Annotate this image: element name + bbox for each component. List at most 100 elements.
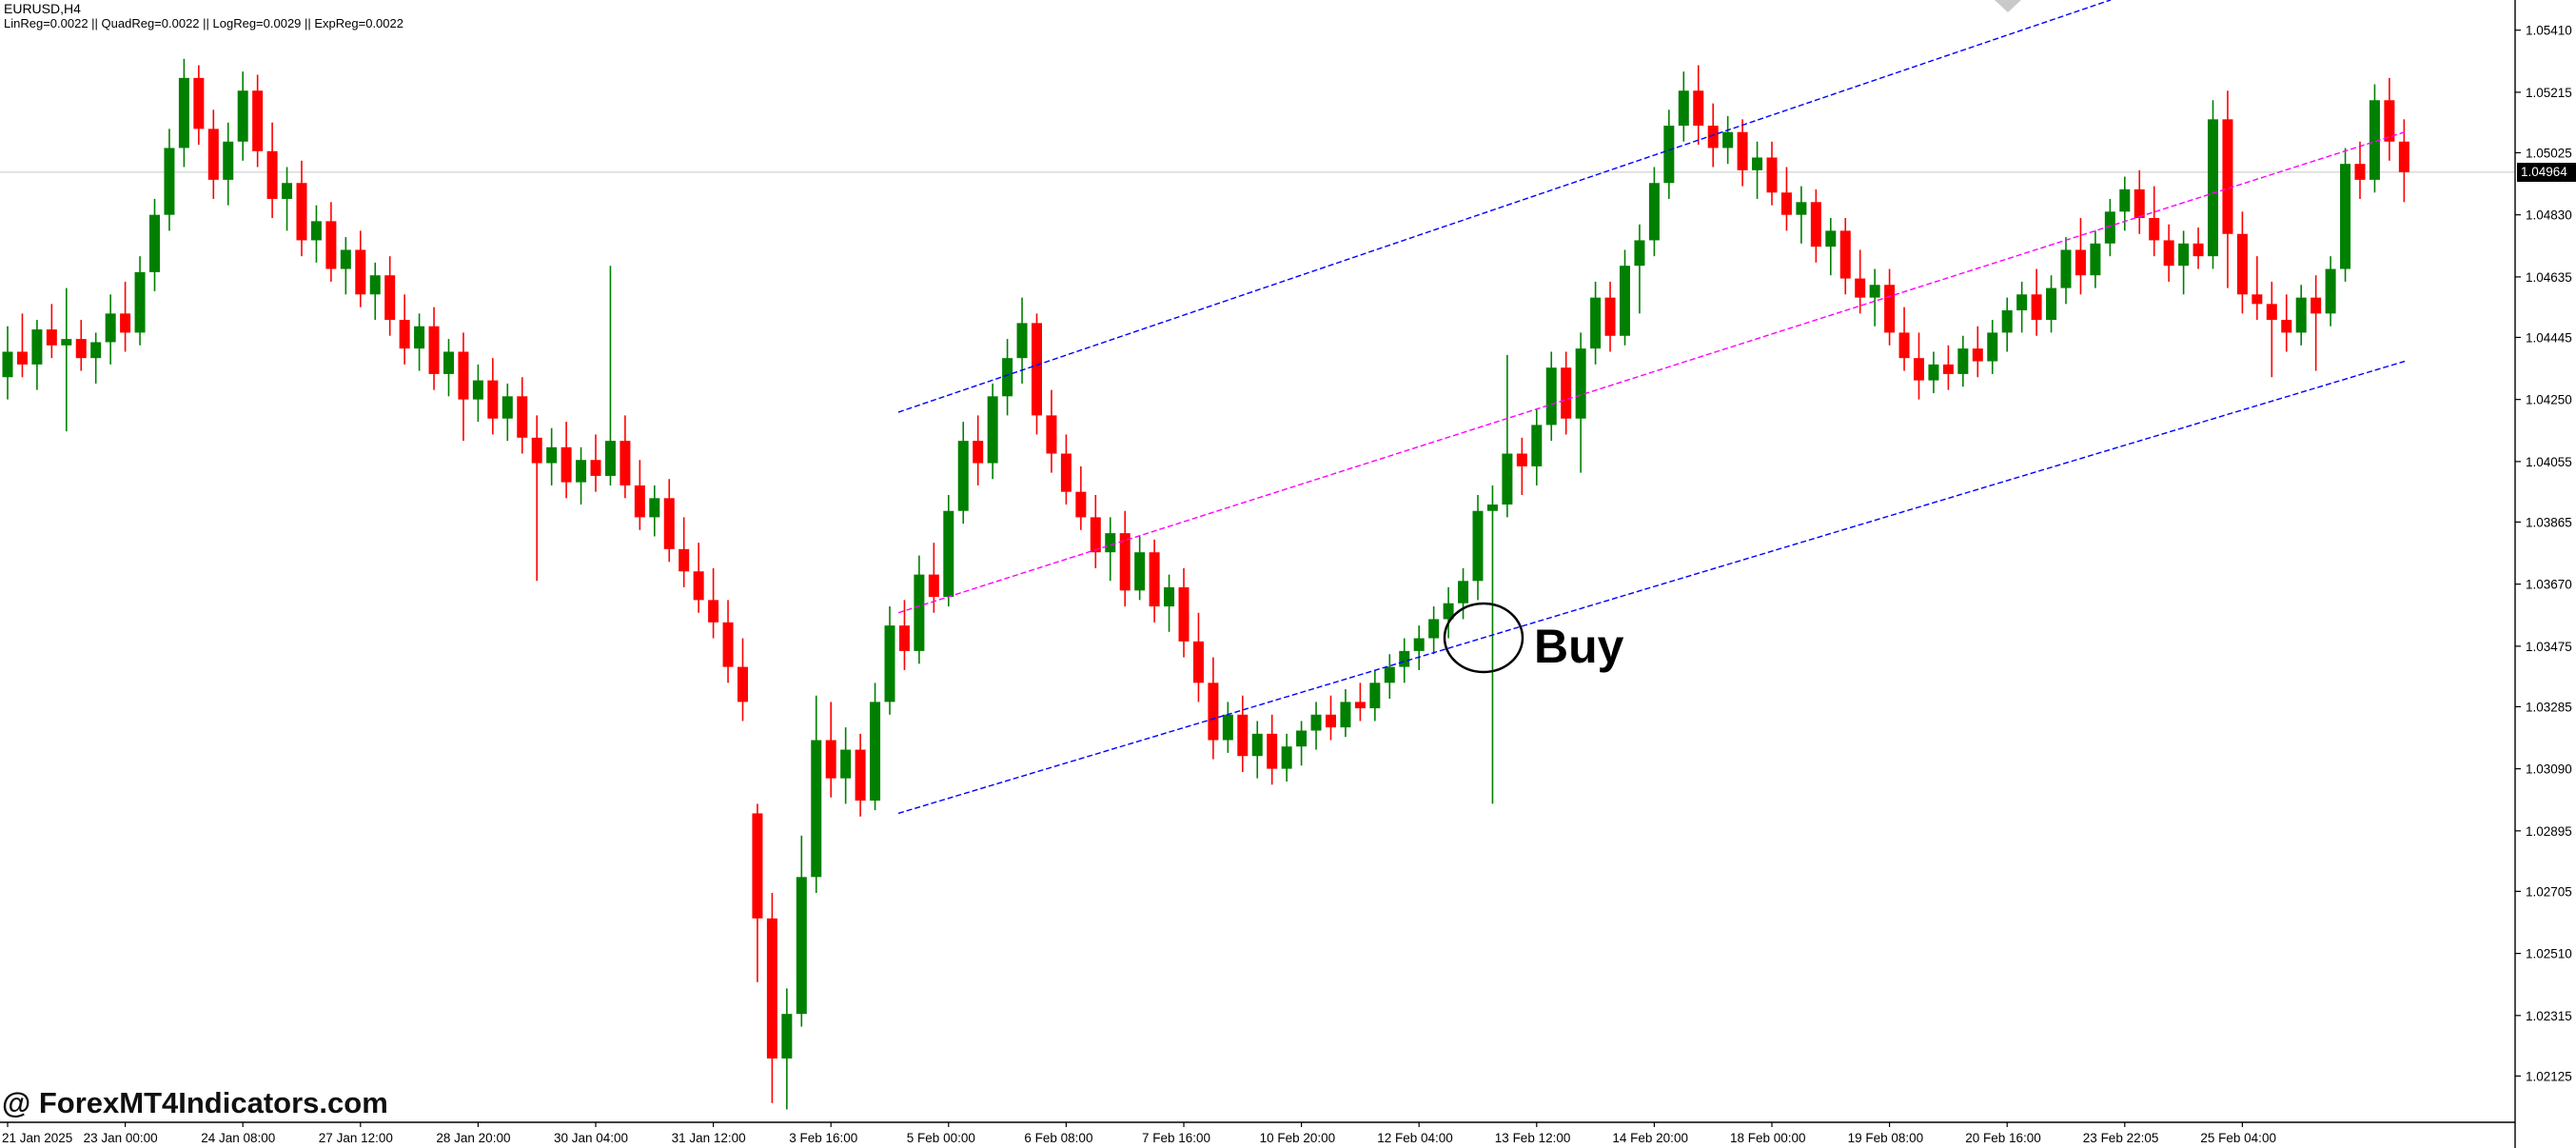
- median-regression-line[interactable]: [897, 131, 2406, 614]
- candle: [649, 485, 660, 537]
- candle-body: [649, 498, 660, 518]
- candle: [870, 683, 881, 811]
- candle: [1722, 116, 1734, 165]
- candle-body: [46, 329, 57, 346]
- buy-signal-circle[interactable]: [1443, 602, 1524, 674]
- candle-body: [708, 600, 719, 623]
- candle-body: [1251, 733, 1263, 757]
- symbol-period-label: EURUSD,H4: [4, 1, 81, 16]
- candle-body: [355, 249, 366, 295]
- candle-body: [1149, 552, 1160, 607]
- time-axis-label: 6 Feb 08:00: [1024, 1131, 1092, 1145]
- candle: [1620, 249, 1630, 346]
- candle-body: [1648, 183, 1660, 241]
- candle: [384, 256, 396, 336]
- candle: [266, 122, 278, 219]
- candle-body: [825, 740, 836, 779]
- candle-body: [75, 339, 87, 359]
- upper-regression-channel[interactable]: [897, 0, 2112, 413]
- candle-body: [1987, 332, 1998, 362]
- candle-body: [1634, 240, 1645, 267]
- candle: [1780, 167, 1792, 231]
- candle-body: [1590, 297, 1602, 349]
- candle: [1987, 320, 1998, 374]
- candle: [1281, 733, 1292, 782]
- candle-body: [1134, 552, 1146, 591]
- time-axis-label: 28 Jan 20:00: [436, 1131, 510, 1145]
- candle: [16, 313, 28, 378]
- price-axis-label: 1.05215: [2526, 86, 2572, 100]
- cursor-diamond-icon: [1995, 0, 2021, 12]
- candle-body: [223, 141, 234, 180]
- candle-body: [2090, 243, 2101, 276]
- candle-body: [2311, 297, 2322, 314]
- candle-body: [31, 329, 43, 365]
- candle: [2354, 141, 2366, 199]
- candle-body: [237, 90, 248, 142]
- candle-body: [1928, 364, 1939, 381]
- candle-body: [517, 396, 528, 438]
- candle-body: [752, 813, 763, 919]
- buy-signal-label[interactable]: Buy: [1534, 620, 1624, 673]
- candle: [2163, 224, 2174, 282]
- candle-body: [1796, 202, 1807, 215]
- candle-body: [1178, 586, 1190, 642]
- candle-body: [781, 1014, 793, 1059]
- price-axis-label: 1.02895: [2526, 824, 2572, 839]
- candle-body: [1502, 453, 1513, 505]
- time-axis-label: 19 Feb 08:00: [1848, 1131, 1924, 1145]
- candle-body: [722, 622, 734, 667]
- candle-body: [914, 574, 925, 651]
- candle: [2208, 100, 2218, 269]
- candle: [1502, 354, 1513, 518]
- candle-body: [1884, 285, 1896, 333]
- candle: [796, 835, 807, 1027]
- candle: [2252, 256, 2263, 321]
- lower-regression-channel[interactable]: [897, 360, 2406, 815]
- candle: [369, 262, 381, 321]
- price-axis-label: 1.04445: [2526, 330, 2572, 345]
- candle-body: [399, 320, 410, 349]
- candle: [1296, 721, 1308, 766]
- candle: [1472, 494, 1484, 601]
- candle: [1399, 638, 1410, 683]
- candle: [590, 434, 601, 492]
- candle-body: [1545, 367, 1557, 426]
- candle: [1752, 141, 1763, 199]
- candle: [1590, 281, 1602, 365]
- candle: [2104, 198, 2115, 257]
- chart-header: EURUSD,H4 LinReg=0.0022 || QuadReg=0.002…: [4, 1, 403, 31]
- candle-body: [266, 150, 278, 199]
- candle: [1354, 683, 1366, 722]
- candle-body: [1237, 714, 1249, 757]
- price-axis-label: 1.02705: [2526, 884, 2572, 899]
- candle: [501, 383, 513, 442]
- candle-body: [546, 446, 558, 464]
- candle-body: [1384, 666, 1395, 683]
- candle-body: [1693, 90, 1704, 127]
- candle-body: [1192, 641, 1204, 683]
- candle: [1545, 351, 1557, 442]
- candle: [223, 122, 234, 206]
- candle-body: [1002, 358, 1013, 397]
- candle: [957, 422, 969, 525]
- candle-body: [1075, 491, 1087, 518]
- candle: [737, 638, 748, 722]
- candle-body: [501, 396, 513, 419]
- candle: [1972, 326, 1983, 378]
- candle: [149, 198, 160, 291]
- candle: [840, 727, 852, 804]
- candle: [1884, 268, 1896, 346]
- candle: [252, 74, 264, 168]
- candle-body: [120, 313, 131, 333]
- price-axis-label: 1.03285: [2526, 700, 2572, 714]
- candle: [2031, 268, 2042, 336]
- candle-body: [428, 326, 440, 374]
- candle: [1855, 249, 1866, 314]
- candle-body: [766, 918, 777, 1059]
- candle-body: [2178, 243, 2190, 267]
- candle: [825, 702, 836, 798]
- candle: [296, 160, 307, 257]
